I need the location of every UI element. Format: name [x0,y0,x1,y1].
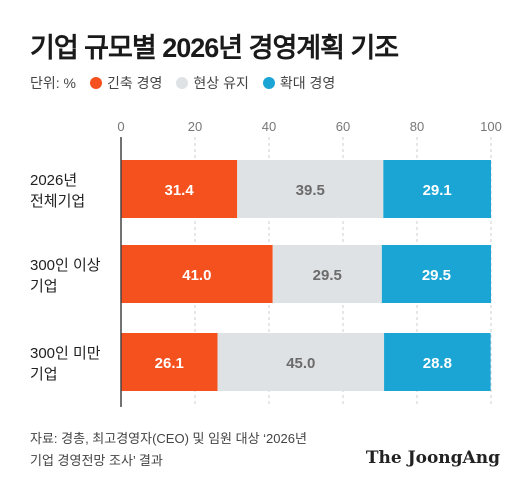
bar-segment [121,245,273,303]
bar-segment [381,245,491,303]
category-label: 300인 이상 [30,257,101,274]
legend-swatch-status-quo [176,77,189,89]
data-label: 41.0 [182,267,211,284]
legend-swatch-expansion [262,77,275,89]
data-label: 31.4 [164,182,194,199]
legend-swatch-tightening [90,77,102,89]
category-label: 300인 미만 [30,345,101,362]
category-label: 기업 [30,278,58,295]
bar-segment [121,333,218,391]
legend-item-status-quo: 현상 유지 [176,73,249,93]
category-label: 기업 [30,366,58,383]
data-label: 29.1 [423,182,452,199]
data-label: 29.5 [313,267,342,284]
brand-logo: The JoongAng [365,448,500,468]
x-tick-label: 100 [480,119,502,134]
bar-segment [217,333,385,391]
bar-segment [384,333,491,391]
x-tick-label: 20 [188,119,202,134]
chart-title: 기업 규모별 2026년 경영계획 기조 [30,33,399,63]
source-note: 자료: 경총, 최고경영자(CEO) 및 임원 대상 ‘2026년 기업 경영전… [30,428,370,472]
source-line-1: 자료: 경총, 최고경영자(CEO) 및 임원 대상 ‘2026년 [30,431,307,446]
legend-item-expansion: 확대 경영 [262,73,336,93]
legend-label-tightening: 긴축 경영 [107,75,163,91]
data-label: 26.1 [155,355,184,372]
data-label: 45.0 [286,355,315,372]
x-tick-label: 80 [410,119,424,134]
legend-item-tightening: 긴축 경영 [90,73,162,93]
bar-segment [272,245,382,303]
legend-label-status-quo: 현상 유지 [193,75,249,91]
legend: 단위: % 긴축 경영 현상 유지 확대 경영 [30,73,349,93]
bar-segment [383,160,491,218]
bar-segment [237,160,384,218]
x-tick-label: 0 [117,119,124,134]
data-label: 39.5 [296,182,325,199]
data-label: 28.8 [423,355,452,372]
x-tick-label: 60 [336,119,350,134]
x-tick-label: 40 [262,119,276,134]
unit-label: 단위: % [30,75,76,91]
legend-label-expansion: 확대 경영 [279,75,336,91]
category-label: 전체기업 [30,193,85,210]
category-label: 2026년 [30,172,77,189]
bar-segment [121,160,238,218]
data-label: 29.5 [422,267,451,284]
source-line-2: 기업 경영전망 조사’ 결과 [30,453,163,468]
